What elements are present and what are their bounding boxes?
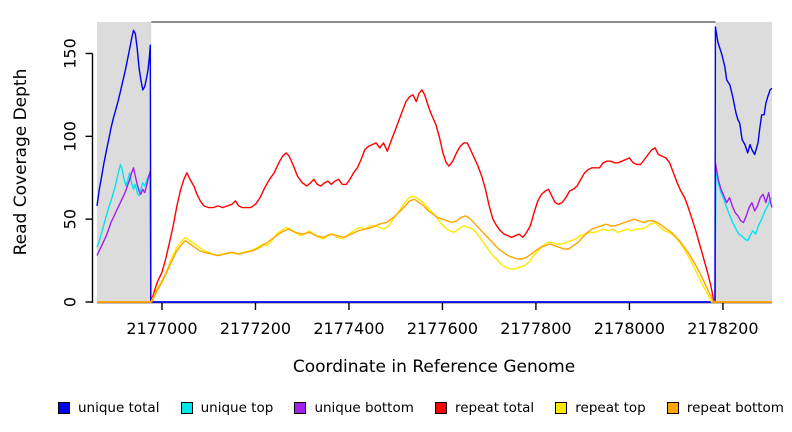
series-line-unique-top: [96, 163, 773, 303]
legend-item-unique-top: unique top: [180, 400, 274, 416]
legend-swatch-icon: [180, 402, 193, 414]
legend-swatch-icon: [555, 402, 568, 414]
x-tick-label: 2177000: [126, 319, 197, 338]
legend-item-unique-total: unique total: [58, 400, 159, 416]
x-tick-label: 2177800: [500, 319, 571, 338]
shaded-regions-layer: [97, 22, 772, 302]
legend-label: repeat top: [575, 400, 646, 416]
x-tick-label: 2178200: [687, 319, 758, 338]
x-tick-label: 2177400: [313, 319, 384, 338]
x-tick-label: 2177600: [407, 319, 478, 338]
y-tick-label: 100: [61, 121, 80, 152]
legend-swatch-icon: [58, 402, 70, 414]
y-tick-label: 150: [61, 38, 80, 69]
shaded-region-left: [97, 22, 152, 302]
legend-item-repeat-bottom: repeat bottom: [666, 400, 784, 416]
legend-label: repeat total: [454, 400, 535, 416]
chart-legend: unique total unique top unique bottom repea…: [58, 399, 784, 417]
legend-label: unique total: [78, 400, 160, 416]
series-line-repeat-total: [97, 89, 772, 303]
x-tick-label: 2178000: [594, 319, 665, 338]
legend-swatch-icon: [434, 402, 447, 414]
axes-layer: 2177000 2177200 2177400 2177600 2177800 21780…: [61, 38, 772, 338]
legend-label: unique bottom: [314, 400, 414, 416]
series-line-repeat-top: [97, 195, 772, 303]
legend-label: repeat bottom: [686, 400, 784, 416]
y-tick-label: 50: [61, 209, 80, 229]
legend-label: unique top: [200, 400, 274, 416]
legend-swatch-icon: [666, 402, 679, 414]
legend-item-unique-bottom: unique bottom: [294, 400, 414, 416]
legend-item-repeat-total: repeat total: [434, 400, 535, 416]
legend-item-repeat-top: repeat top: [555, 400, 646, 416]
series-line-unique-total: [96, 26, 773, 303]
y-tick-label: 0: [61, 297, 80, 307]
x-tick-label: 2177200: [220, 319, 291, 338]
series-line-repeat-bottom: [97, 198, 772, 303]
x-axis-title: Coordinate in Reference Genome: [293, 357, 575, 377]
legend-swatch-icon: [294, 402, 307, 414]
series-lines-layer: [96, 26, 773, 303]
series-line-unique-bottom: [96, 162, 773, 303]
y-axis-title: Read Coverage Depth: [11, 69, 31, 256]
